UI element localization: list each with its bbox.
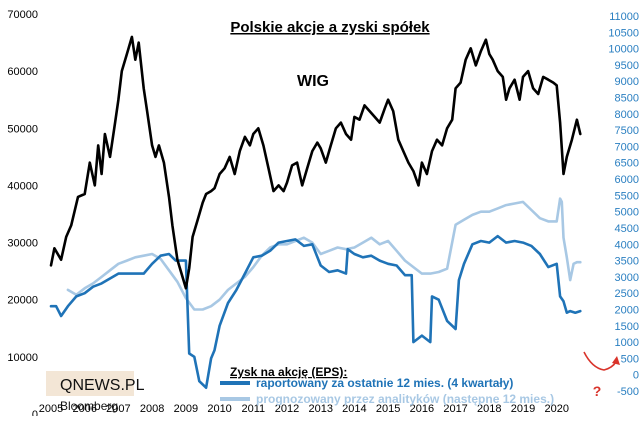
y-right-tick-label: 2000 — [615, 304, 639, 316]
x-tick-label: 2015 — [376, 403, 400, 415]
series-line-eps-reported — [49, 234, 582, 390]
series-line-eps-forecast — [66, 197, 582, 311]
y-right-tick-label: 8000 — [615, 109, 639, 121]
x-tick-label: 2008 — [140, 403, 164, 415]
y-right-tick-label: 10500 — [608, 27, 639, 39]
y-right-tick-label: 2500 — [615, 288, 639, 300]
y-right-tick-label: 6500 — [615, 158, 639, 170]
y-right-tick-label: 1500 — [615, 321, 639, 333]
y-right-tick-label: 1000 — [615, 337, 639, 349]
x-tick-label: 2017 — [443, 403, 467, 415]
x-tick-label: 2018 — [477, 403, 501, 415]
y-right-tick-label: 500 — [621, 353, 639, 365]
y-right-tick-label: 11000 — [609, 11, 639, 23]
y-left-tick-label: 0 — [32, 409, 38, 416]
legend: Zysk na akcję (EPS): raportowany za osta… — [220, 365, 554, 406]
x-tick-label: 2006 — [72, 403, 96, 415]
y-right-tick-label: 4500 — [615, 223, 639, 235]
y-left-tick-label: 60000 — [7, 66, 38, 78]
legend-label-forecast: prognozowany przez analityków (następne … — [256, 392, 554, 406]
chart-title: Polskie akcje a zyski spółek — [230, 19, 430, 36]
legend-label-reported: raportowany za ostatnie 12 mies. (4 kwar… — [256, 376, 513, 390]
x-tick-label: 2019 — [511, 403, 535, 415]
series-lines — [49, 35, 582, 390]
x-tick-label: 2010 — [207, 403, 231, 415]
y-right-axis-ticks: -500 0 500 1000 1500 2000 2500 3000 3500 4000 4500… — [608, 11, 639, 398]
y-right-tick-label: 9000 — [615, 76, 639, 88]
y-right-tick-label: 0 — [633, 370, 639, 382]
y-left-tick-label: 30000 — [7, 238, 38, 250]
x-tick-label: 2013 — [308, 403, 332, 415]
x-tick-label: 2007 — [106, 403, 130, 415]
y-right-tick-label: 4000 — [615, 239, 639, 251]
x-tick-label: 2014 — [342, 403, 366, 415]
wig-label: WIG — [297, 73, 329, 90]
y-left-tick-label: 40000 — [7, 180, 38, 192]
question-mark: ? — [593, 383, 602, 399]
source-text: Bloomberg — [60, 399, 118, 413]
y-right-tick-label: 7000 — [615, 141, 639, 153]
y-right-tick-label: 10000 — [608, 44, 639, 56]
x-axis-ticks: 2005 2006 2007 2008 2009 2010 2011 2012 2013 2014… — [39, 403, 569, 415]
x-tick-label: 2009 — [174, 403, 198, 415]
y-left-tick-label: 70000 — [7, 9, 38, 21]
y-right-tick-label: 5000 — [615, 207, 639, 219]
y-left-tick-label: 20000 — [7, 295, 38, 307]
y-right-tick-label: 3500 — [615, 256, 639, 268]
series-line-wig — [49, 35, 582, 290]
x-tick-label: 2011 — [241, 403, 265, 415]
red-arrow-annotation — [583, 351, 617, 371]
source-logo-box — [46, 371, 134, 396]
y-right-tick-label: 5500 — [615, 190, 639, 202]
y-right-tick-label: 3000 — [615, 272, 639, 284]
y-left-tick-label: 50000 — [7, 123, 38, 135]
y-right-tick-label: 7500 — [615, 125, 639, 137]
y-right-tick-label: 9500 — [615, 60, 639, 72]
x-tick-label: 2005 — [39, 403, 63, 415]
y-right-tick-label: 8500 — [615, 93, 639, 105]
y-left-axis-ticks: 0 10000 20000 30000 40000 50000 60000 70000 — [7, 9, 38, 421]
x-tick-label: 2012 — [275, 403, 299, 415]
x-tick-label: 2016 — [410, 403, 434, 415]
red-arrowhead — [612, 356, 620, 365]
y-right-tick-label: 6000 — [615, 174, 639, 186]
y-left-tick-label: 10000 — [7, 352, 38, 364]
source-logo: QNEWS.PL — [60, 377, 145, 394]
x-tick-label: 2020 — [544, 403, 568, 415]
legend-title: Zysk na akcję (EPS): — [230, 365, 347, 379]
y-right-tick-label: -500 — [617, 386, 639, 398]
